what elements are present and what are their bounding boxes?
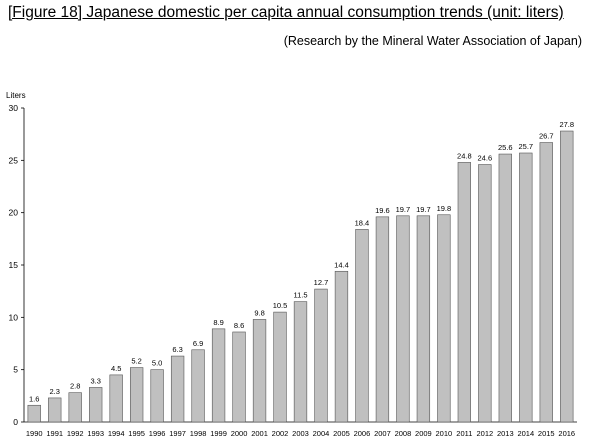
bar (355, 229, 369, 423)
x-tick-label: 2012 (476, 429, 493, 438)
x-tick-label: 2004 (313, 429, 330, 438)
bar (89, 387, 103, 423)
data-label: 6.9 (193, 339, 203, 348)
x-tick-label: 2002 (272, 429, 289, 438)
data-label: 9.8 (254, 308, 264, 317)
y-tick-label: 10 (9, 312, 19, 322)
data-label: 1.6 (29, 394, 39, 403)
bar (519, 152, 533, 423)
x-tick-label: 1992 (67, 429, 84, 438)
bar (560, 130, 574, 423)
x-tick-label: 2016 (558, 429, 575, 438)
data-label: 25.6 (498, 143, 513, 152)
x-tick-label: 1997 (169, 429, 186, 438)
y-tick-label: 5 (13, 365, 18, 375)
bar (416, 215, 431, 423)
bar (252, 319, 267, 423)
bar (68, 392, 82, 423)
bar (273, 311, 287, 423)
data-label: 11.5 (293, 291, 307, 300)
bar (498, 153, 512, 423)
data-label: 4.5 (111, 364, 121, 373)
bar (232, 331, 246, 423)
value-labels: 1.6 2.3 2.8 3.3 4.5 5.2 5.0 6.3 6.9 8.9 8.6 9.8 10.5… (29, 120, 574, 403)
x-tick-label: 1990 (26, 429, 43, 438)
x-tick-label: 1993 (87, 429, 104, 438)
data-label: 24.6 (478, 154, 493, 163)
bar (437, 214, 451, 423)
data-label: 19.7 (396, 205, 411, 214)
x-tick-label: 1996 (149, 429, 166, 438)
y-tick-label: 0 (13, 417, 18, 427)
data-label: 3.3 (90, 376, 100, 385)
x-tick-label: 2001 (251, 429, 268, 438)
x-tick-label: 2014 (517, 429, 534, 438)
x-tick-label: 2000 (231, 429, 248, 438)
data-label: 2.3 (50, 387, 60, 396)
x-tick-label: 1998 (190, 429, 207, 438)
bar (191, 349, 205, 423)
data-label: 26.7 (539, 132, 554, 141)
x-tick-label: 1995 (128, 429, 145, 438)
x-tick-label: 2005 (333, 429, 350, 438)
bar (170, 355, 185, 423)
bar (457, 162, 472, 423)
data-label: 18.4 (355, 218, 370, 227)
x-tick-label: 1994 (108, 429, 125, 438)
data-label: 27.8 (559, 120, 574, 129)
bar (129, 367, 144, 423)
y-tick-label: 25 (9, 155, 19, 165)
bar (314, 288, 328, 423)
x-tick-label: 2010 (436, 429, 453, 438)
chart-title: [Figure 18] Japanese domestic per capita… (8, 4, 564, 21)
bar (396, 215, 410, 423)
y-tick-label: 15 (9, 260, 19, 270)
x-tick-label: 2015 (538, 429, 555, 438)
data-label: 19.7 (416, 205, 431, 214)
bar (293, 301, 308, 423)
bar (150, 369, 164, 423)
x-tick-label: 2008 (395, 429, 412, 438)
y-tick-labels: 0 5 10 15 20 25 30 (9, 103, 19, 427)
x-tick-label: 2003 (292, 429, 309, 438)
bar (48, 397, 62, 423)
data-label: 8.6 (234, 321, 244, 330)
data-label: 12.7 (314, 278, 329, 287)
data-label: 24.8 (457, 151, 472, 160)
data-label: 10.5 (273, 301, 288, 310)
bar (539, 142, 553, 423)
y-axis-label: Liters (6, 91, 26, 100)
data-label: 5.2 (131, 357, 141, 366)
data-label: 25.7 (518, 142, 533, 151)
x-tick-label: 1999 (210, 429, 227, 438)
x-tick-label: 2006 (354, 429, 371, 438)
data-label: 2.8 (70, 382, 80, 391)
data-label: 19.6 (375, 206, 390, 215)
x-tick-label: 1991 (46, 429, 63, 438)
data-label: 14.4 (334, 260, 349, 269)
bar (334, 270, 349, 423)
x-tick-label: 2011 (456, 429, 472, 438)
bar (478, 164, 492, 423)
bar (211, 328, 226, 423)
data-label: 5.0 (152, 359, 162, 368)
data-label: 19.8 (437, 204, 452, 213)
x-tick-label: 2007 (374, 429, 391, 438)
x-tick-label: 2013 (497, 429, 514, 438)
data-label: 6.3 (172, 345, 182, 354)
bar (27, 404, 41, 423)
chart-source: (Research by the Mineral Water Associati… (283, 34, 582, 48)
y-tick-label: 20 (9, 208, 19, 218)
bar (109, 374, 123, 423)
data-label: 8.9 (213, 318, 223, 327)
x-tick-label: 2009 (415, 429, 432, 438)
bars (27, 130, 574, 423)
x-tick-labels: 1990 1991 1992 1993 1994 1995 1996 1997 1998 1999… (26, 429, 575, 438)
bar (375, 216, 390, 423)
y-tick-label: 30 (9, 103, 19, 113)
